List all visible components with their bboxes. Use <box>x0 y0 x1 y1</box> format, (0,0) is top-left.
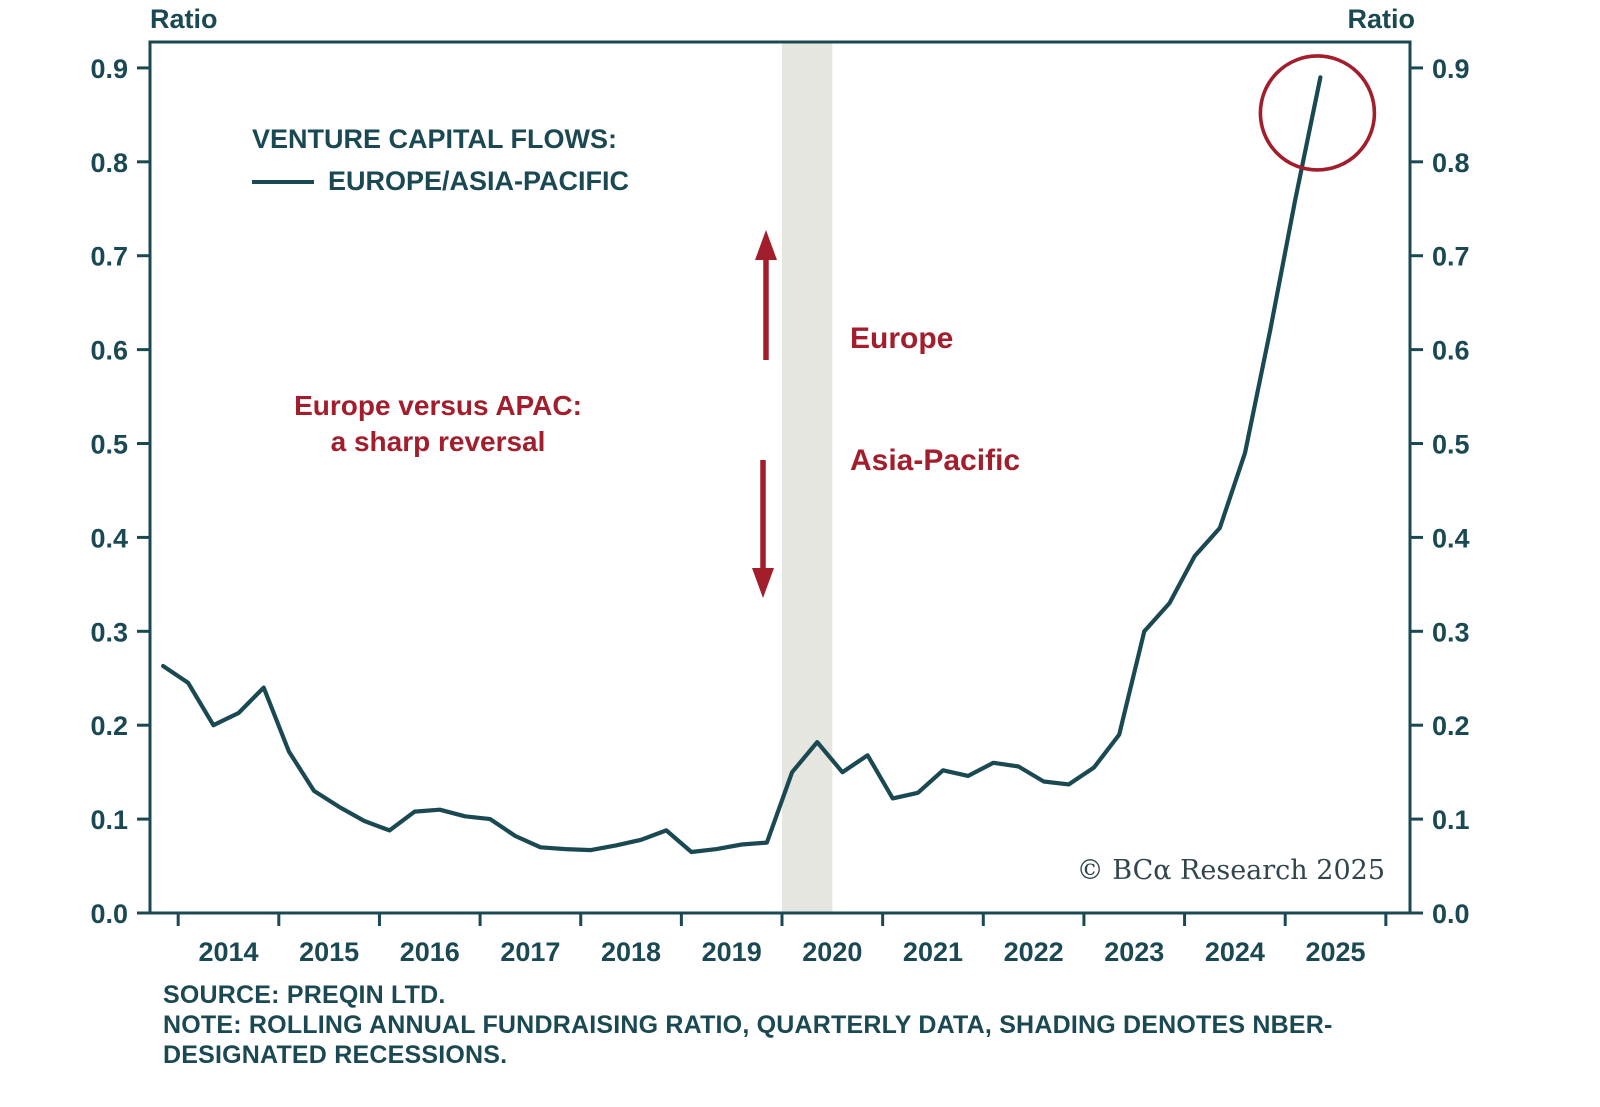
footer-notes: SOURCE: PREQIN LTD. NOTE: ROLLING ANNUAL… <box>163 980 1333 1070</box>
y-tick-label-right: 0.6 <box>1432 336 1470 366</box>
y-tick-label-left: 0.7 <box>90 242 128 272</box>
x-tick-label: 2023 <box>1104 937 1164 967</box>
y-tick-label-left: 0.8 <box>90 148 128 178</box>
annotation-note: Europe versus APAC: a sharp reversal <box>287 388 589 460</box>
plot-frame <box>148 40 1412 915</box>
y-tick-label-left: 0.2 <box>90 711 128 741</box>
x-tick-label: 2015 <box>299 937 359 967</box>
y-tick-label-right: 0.0 <box>1432 899 1470 929</box>
y-tick-label-right: 0.9 <box>1432 54 1470 84</box>
source-text: SOURCE: PREQIN LTD. <box>163 981 446 1009</box>
chart-title: VENTURE CAPITAL FLOWS: <box>252 124 617 154</box>
y-axis-title-right: Ratio <box>1347 4 1416 34</box>
series-label: EUROPE/ASIA-PACIFIC <box>328 166 630 196</box>
x-tick-label: 2014 <box>198 937 258 967</box>
y-tick-label-right: 0.2 <box>1432 711 1470 741</box>
y-tick-label-right: 0.5 <box>1432 430 1470 460</box>
ratio-line-series <box>161 75 1323 855</box>
x-tick-label: 2020 <box>802 937 862 967</box>
y-tick-label-right: 0.8 <box>1432 148 1470 178</box>
x-tick-label: 2019 <box>702 937 762 967</box>
y-tick-label-left: 0.3 <box>90 617 128 647</box>
x-tick-label: 2018 <box>601 937 661 967</box>
asia-pacific-down-arrow-head <box>752 568 774 598</box>
y-tick-label-left: 0.9 <box>90 54 128 84</box>
y-tick-label-right: 0.1 <box>1432 805 1470 835</box>
legend: VENTURE CAPITAL FLOWS: EUROPE/ASIA-PACIF… <box>252 124 629 197</box>
x-tick-label: 2022 <box>1004 937 1064 967</box>
annotation-note-line2: a sharp reversal <box>330 426 546 457</box>
highlight-circle <box>1258 54 1377 172</box>
y-tick-label-right: 0.3 <box>1432 617 1470 647</box>
asia-pacific-annotation-label: Asia-Pacific <box>850 444 1021 477</box>
copyright-text: © BCα Research 2025 <box>1076 855 1385 886</box>
recession-shading-band <box>782 42 833 913</box>
y-tick-label-left: 0.5 <box>90 430 128 460</box>
y-tick-label-left: 0.0 <box>90 899 128 929</box>
note-text-line2: DESIGNATED RECESSIONS. <box>163 1041 508 1069</box>
x-tick-label: 2017 <box>500 937 560 967</box>
legend-row: EUROPE/ASIA-PACIFIC <box>252 166 629 197</box>
x-tick-label: 2025 <box>1305 937 1365 967</box>
y-tick-label-left: 0.6 <box>90 336 128 366</box>
note-text-line1: NOTE: ROLLING ANNUAL FUNDRAISING RATIO, … <box>163 1011 1333 1039</box>
europe-annotation-label: Europe <box>850 322 954 355</box>
y-tick-label-right: 0.4 <box>1432 523 1470 553</box>
y-axis-title-left: Ratio <box>150 4 218 34</box>
europe-up-arrow-head <box>755 230 777 260</box>
y-tick-label-left: 0.1 <box>90 805 128 835</box>
annotation-note-line1: Europe versus APAC: <box>294 390 582 421</box>
x-tick-label: 2024 <box>1205 937 1265 967</box>
x-tick-label: 2016 <box>400 937 460 967</box>
series-line-swatch <box>252 179 314 184</box>
y-tick-label-left: 0.4 <box>90 523 128 553</box>
x-tick-label: 2021 <box>903 937 963 967</box>
y-tick-label-right: 0.7 <box>1432 242 1470 272</box>
